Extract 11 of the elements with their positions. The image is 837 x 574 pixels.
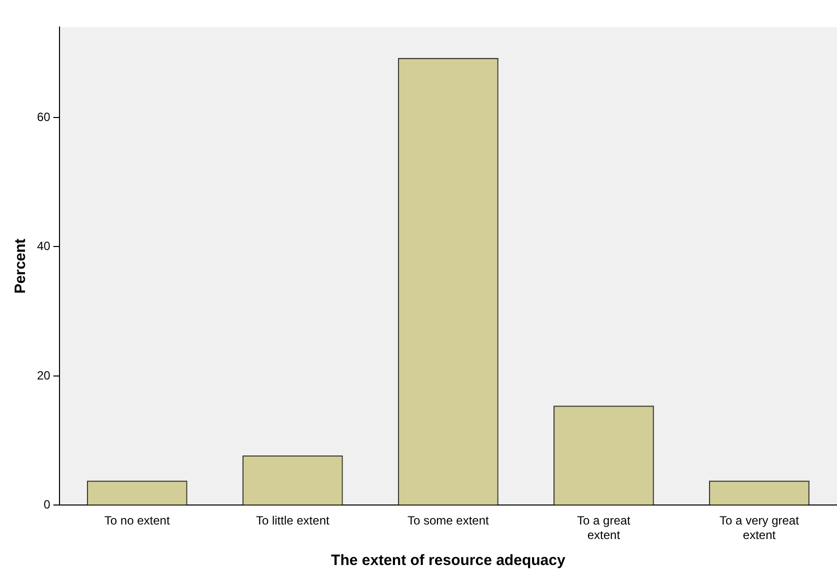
y-axis-title: Percent: [12, 238, 30, 294]
x-axis-title: The extent of resource adequacy: [331, 552, 566, 570]
y-tick-label: 40: [36, 239, 51, 254]
y-tick-label: 60: [36, 110, 51, 124]
x-tick-label: To some extent: [407, 514, 490, 528]
y-tick-label: 0: [44, 498, 51, 512]
x-tick-label: To little extent: [256, 514, 330, 528]
x-tick-label: To a very great extent: [720, 514, 800, 542]
x-tick-label: To a great extent: [577, 514, 632, 542]
x-tick-label: To no extent: [104, 514, 170, 528]
y-tick-label: 20: [36, 368, 51, 382]
